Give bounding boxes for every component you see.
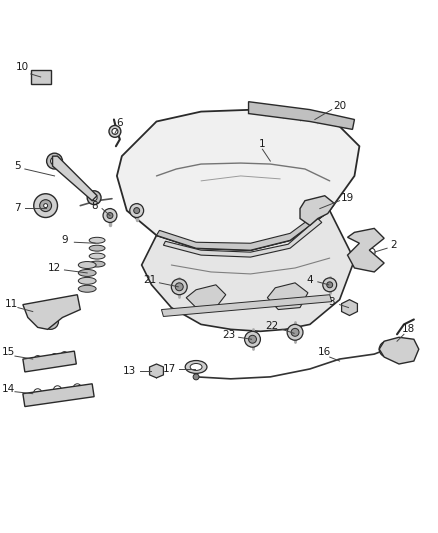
Polygon shape bbox=[23, 384, 94, 407]
Ellipse shape bbox=[89, 261, 105, 267]
Circle shape bbox=[383, 345, 391, 353]
Circle shape bbox=[91, 195, 97, 201]
Circle shape bbox=[134, 208, 140, 214]
Circle shape bbox=[357, 260, 365, 268]
Circle shape bbox=[171, 279, 187, 295]
Circle shape bbox=[291, 328, 299, 336]
Circle shape bbox=[73, 384, 81, 392]
Text: 4: 4 bbox=[307, 275, 313, 285]
Circle shape bbox=[379, 341, 395, 357]
Circle shape bbox=[61, 352, 68, 359]
Circle shape bbox=[109, 125, 121, 138]
Circle shape bbox=[287, 325, 303, 340]
Ellipse shape bbox=[190, 364, 202, 370]
Polygon shape bbox=[248, 102, 354, 130]
Text: 13: 13 bbox=[123, 366, 136, 376]
Circle shape bbox=[308, 201, 322, 215]
Circle shape bbox=[323, 278, 337, 292]
Circle shape bbox=[248, 335, 257, 343]
Ellipse shape bbox=[78, 285, 96, 292]
Polygon shape bbox=[347, 229, 384, 272]
Polygon shape bbox=[141, 211, 354, 332]
Circle shape bbox=[103, 208, 117, 222]
Polygon shape bbox=[156, 206, 330, 250]
Text: 2: 2 bbox=[391, 240, 397, 250]
Text: 23: 23 bbox=[222, 330, 235, 340]
Polygon shape bbox=[342, 300, 357, 316]
Text: 19: 19 bbox=[341, 193, 354, 203]
Circle shape bbox=[42, 313, 59, 329]
Circle shape bbox=[244, 332, 261, 347]
Circle shape bbox=[34, 194, 57, 217]
Polygon shape bbox=[23, 295, 80, 329]
Text: 14: 14 bbox=[1, 384, 14, 394]
Polygon shape bbox=[31, 70, 50, 84]
Text: 17: 17 bbox=[163, 364, 176, 374]
Polygon shape bbox=[379, 337, 419, 364]
Polygon shape bbox=[162, 295, 332, 317]
Circle shape bbox=[53, 386, 61, 394]
Circle shape bbox=[37, 73, 45, 81]
Ellipse shape bbox=[89, 245, 105, 251]
Ellipse shape bbox=[78, 277, 96, 284]
Circle shape bbox=[34, 356, 41, 362]
Circle shape bbox=[312, 205, 318, 211]
Polygon shape bbox=[149, 364, 163, 378]
Text: 10: 10 bbox=[16, 62, 29, 72]
Polygon shape bbox=[300, 196, 335, 225]
Text: 8: 8 bbox=[91, 200, 97, 211]
Text: 5: 5 bbox=[14, 161, 21, 171]
Text: 16: 16 bbox=[318, 347, 332, 357]
Text: 15: 15 bbox=[1, 347, 14, 357]
Ellipse shape bbox=[185, 360, 207, 374]
Polygon shape bbox=[53, 156, 97, 201]
Text: 9: 9 bbox=[61, 235, 68, 245]
Polygon shape bbox=[267, 283, 308, 310]
Circle shape bbox=[44, 204, 48, 208]
Text: 18: 18 bbox=[402, 325, 416, 334]
Circle shape bbox=[112, 128, 118, 134]
Text: 22: 22 bbox=[266, 321, 279, 332]
Circle shape bbox=[130, 204, 144, 217]
Text: 20: 20 bbox=[333, 101, 346, 111]
Polygon shape bbox=[186, 285, 226, 308]
Text: 11: 11 bbox=[4, 298, 18, 309]
Ellipse shape bbox=[78, 270, 96, 277]
Polygon shape bbox=[163, 219, 322, 257]
Polygon shape bbox=[117, 110, 360, 250]
Ellipse shape bbox=[89, 237, 105, 243]
Circle shape bbox=[175, 283, 183, 290]
Circle shape bbox=[87, 191, 101, 205]
Text: 21: 21 bbox=[143, 275, 156, 285]
Circle shape bbox=[193, 374, 199, 380]
Circle shape bbox=[367, 248, 375, 256]
Circle shape bbox=[50, 157, 59, 165]
Ellipse shape bbox=[89, 253, 105, 259]
Circle shape bbox=[49, 301, 57, 309]
Text: 12: 12 bbox=[48, 263, 61, 273]
Circle shape bbox=[34, 304, 42, 311]
Circle shape bbox=[34, 389, 42, 397]
Text: 1: 1 bbox=[259, 139, 266, 149]
Circle shape bbox=[46, 318, 55, 325]
Ellipse shape bbox=[78, 262, 96, 269]
Circle shape bbox=[327, 282, 333, 288]
Circle shape bbox=[64, 297, 71, 305]
Circle shape bbox=[40, 200, 52, 212]
Polygon shape bbox=[23, 351, 76, 372]
Text: 7: 7 bbox=[14, 203, 20, 213]
Circle shape bbox=[107, 213, 113, 219]
Circle shape bbox=[46, 153, 63, 169]
Text: 6: 6 bbox=[117, 118, 123, 128]
Text: 3: 3 bbox=[328, 297, 335, 306]
Circle shape bbox=[51, 353, 58, 360]
Circle shape bbox=[360, 235, 368, 243]
